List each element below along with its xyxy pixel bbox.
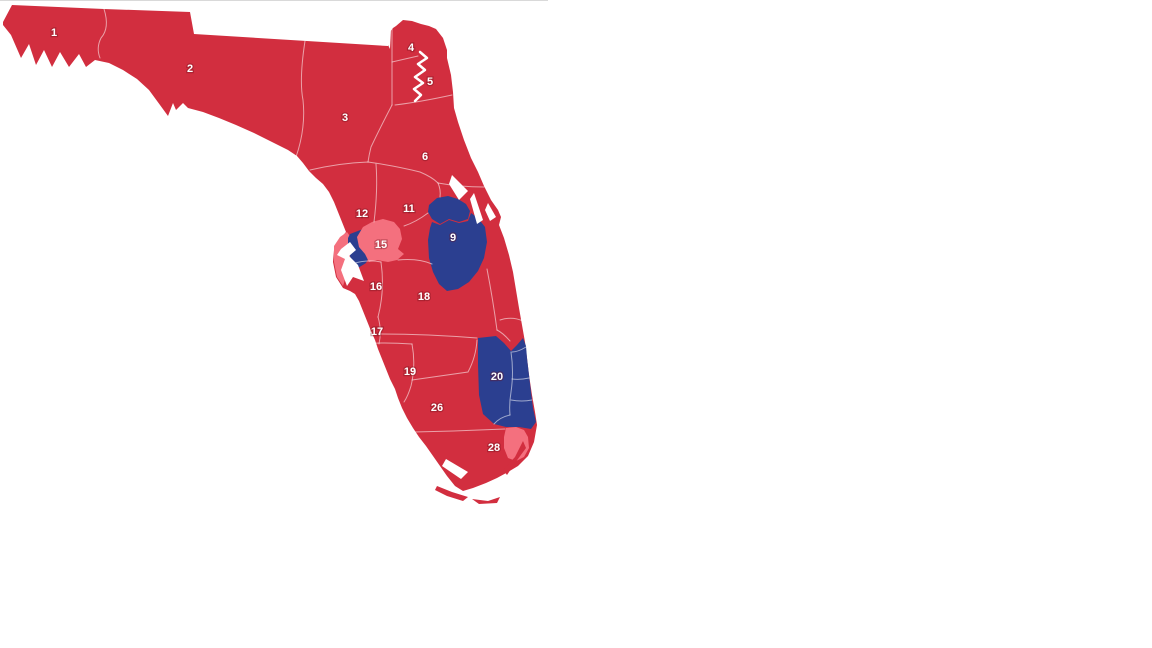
border-district-2-3 (295, 40, 306, 158)
district-9-region (428, 213, 487, 291)
barrier-island-miami (503, 441, 526, 475)
district-16-label: 16 (370, 281, 382, 293)
border-district-18-south (377, 333, 478, 339)
border-district-17-east (377, 316, 381, 345)
border-district-11-7 (437, 182, 441, 198)
border-district-19-east (403, 343, 415, 403)
district-18-label: 18 (418, 291, 430, 303)
district-9-label: 9 (450, 232, 456, 244)
border-district-12-11-north (309, 161, 439, 184)
border-district-18-east (486, 268, 498, 331)
border-district-1-2 (97, 8, 107, 59)
district-3-label: 3 (342, 112, 348, 124)
district-12-label: 12 (356, 208, 368, 220)
blue-region-north-of-district-9 (428, 196, 470, 224)
border-district-16-east (377, 261, 383, 318)
st-marys-river-notch-water (384, 29, 391, 49)
border-district-20-south (493, 414, 511, 425)
top-border-rule (0, 0, 548, 1)
border-district-21-a (496, 329, 511, 342)
border-district-16-north (351, 260, 382, 265)
district-4-label: 4 (408, 42, 415, 54)
border-district-26-northeast (411, 339, 478, 381)
pink-region-miami-coast (504, 427, 529, 461)
district-15-label: 15 (375, 239, 387, 251)
florida-keys-island-a (435, 486, 468, 501)
border-district-19-north (361, 342, 413, 345)
florida-keys-island-b (472, 497, 500, 504)
district-1-label: 1 (51, 27, 57, 39)
border-district-21-b (499, 317, 524, 322)
everglades-inlet-water (442, 459, 468, 479)
district-5-label: 5 (427, 76, 433, 88)
district-19-label: 19 (404, 366, 416, 378)
border-district-5-6 (394, 94, 453, 106)
district-6-label: 6 (422, 151, 428, 163)
district-17-label: 17 (371, 326, 383, 338)
border-district-4-5 (391, 55, 419, 63)
border-district-12-11 (373, 163, 378, 223)
district-28-label: 28 (488, 442, 500, 454)
border-coastal-strip-b (511, 377, 530, 380)
district-15-region (357, 219, 404, 262)
indian-river-lagoon-water-c (485, 203, 496, 221)
indian-river-lagoon-water-a (449, 175, 468, 200)
border-district-26-28 (413, 428, 506, 433)
district-20-label: 20 (491, 371, 503, 383)
st-johns-river (412, 50, 429, 103)
tampa-bay-water (337, 242, 364, 286)
border-district-6-7 (437, 182, 485, 188)
border-coastal-strip-a (511, 346, 527, 353)
border-district-18-north (397, 259, 433, 265)
border-coastal-strip-c (510, 399, 533, 402)
district-2-label: 2 (187, 63, 193, 75)
district-11-label: 11 (403, 203, 415, 215)
border-district-11-south (403, 212, 429, 227)
district-26-label: 26 (431, 402, 443, 414)
district-20-and-southeast-coast-region (478, 336, 536, 429)
border-district-3-6 (367, 104, 393, 163)
state-landmass (3, 5, 537, 491)
indian-river-lagoon-water-b (470, 193, 483, 224)
border-district-20-east (509, 351, 513, 416)
